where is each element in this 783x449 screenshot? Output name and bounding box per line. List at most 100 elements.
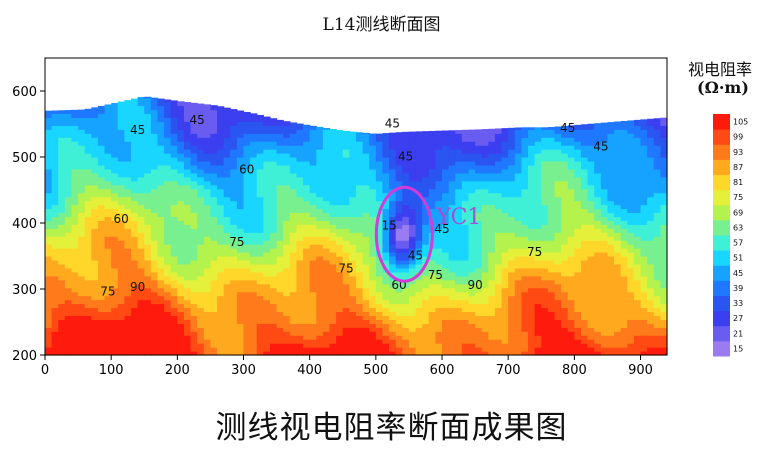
field-cell (481, 232, 489, 237)
field-cell (468, 283, 476, 289)
field-cell (150, 117, 159, 122)
field-cell (567, 125, 575, 130)
field-cell (71, 319, 79, 324)
field-cell (554, 307, 562, 313)
field-cell (84, 335, 92, 340)
field-cell (111, 263, 119, 269)
field-cell (256, 236, 264, 241)
field-cell (514, 263, 523, 269)
field-cell (501, 196, 509, 202)
field-cell (528, 295, 536, 301)
field-cell (395, 200, 403, 206)
field-cell (481, 133, 489, 138)
field-cell (395, 323, 403, 328)
field-cell (150, 240, 159, 245)
field-cell (45, 267, 53, 273)
field-cell (58, 327, 66, 332)
field-cell (124, 232, 132, 237)
field-cell (124, 283, 132, 289)
field-cell (236, 263, 245, 269)
field-cell (541, 133, 549, 138)
field-cell (336, 248, 344, 253)
field-cell (309, 256, 317, 261)
field-cell (58, 125, 66, 130)
field-cell (415, 157, 423, 162)
field-cell (296, 295, 304, 301)
field-cell (51, 240, 59, 245)
field-cell (488, 224, 496, 229)
field-cell (528, 287, 536, 293)
field-cell (124, 212, 132, 217)
field-cell (475, 224, 483, 229)
field-cell (475, 259, 483, 265)
field-cell (528, 164, 536, 170)
field-cell (303, 331, 311, 336)
field-cell (269, 157, 278, 162)
field-cell (84, 204, 92, 210)
field-cell (124, 331, 132, 336)
field-cell (402, 149, 410, 154)
field-cell (283, 303, 291, 309)
field-cell (514, 279, 523, 285)
field-cell (362, 220, 370, 225)
field-cell (131, 271, 139, 277)
field-cell (587, 133, 595, 138)
field-cell (217, 275, 225, 281)
field-cell (144, 291, 152, 297)
field-cell (150, 343, 159, 348)
field-cell (84, 244, 92, 249)
field-cell (561, 224, 569, 229)
field-cell (488, 283, 496, 289)
field-cell (91, 117, 99, 122)
field-cell (296, 283, 304, 289)
field-cell (554, 287, 562, 293)
field-cell (71, 252, 79, 257)
field-cell (422, 153, 430, 158)
field-cell (362, 208, 370, 214)
field-cell (296, 184, 304, 190)
field-cell (435, 216, 443, 221)
field-cell (177, 133, 185, 138)
field-cell (203, 200, 212, 206)
field-cell (580, 160, 589, 166)
field-cell (137, 121, 145, 126)
field-cell (369, 263, 377, 269)
field-cell (382, 160, 390, 166)
field-cell (111, 184, 119, 190)
field-cell (177, 204, 185, 210)
field-cell (243, 236, 251, 241)
field-cell (97, 339, 106, 344)
field-cell (276, 303, 284, 309)
field-cell (342, 172, 350, 178)
field-cell (269, 343, 278, 348)
field-cell (137, 271, 145, 277)
field-cell (104, 331, 112, 336)
field-cell (402, 220, 410, 225)
field-cell (528, 236, 536, 241)
field-cell (157, 216, 165, 221)
field-cell (64, 208, 73, 214)
field-cell (243, 160, 251, 166)
field-cell (547, 133, 556, 138)
field-cell (71, 271, 79, 277)
field-cell (150, 228, 159, 233)
field-cell (197, 347, 205, 352)
field-cell (64, 157, 73, 162)
field-cell (177, 125, 185, 130)
field-cell (269, 121, 278, 126)
field-cell (51, 319, 59, 324)
field-cell (45, 347, 53, 352)
field-cell (574, 224, 582, 229)
field-cell (58, 184, 66, 190)
field-cell (250, 153, 258, 158)
field-cell (494, 339, 503, 344)
field-cell (574, 303, 582, 309)
field-cell (528, 347, 536, 352)
field-cell (528, 180, 536, 186)
field-cell (475, 351, 483, 356)
field-cell (84, 164, 92, 170)
field-cell (157, 224, 165, 229)
field-cell (567, 164, 575, 170)
field-cell (256, 192, 264, 198)
field-cell (157, 315, 165, 320)
